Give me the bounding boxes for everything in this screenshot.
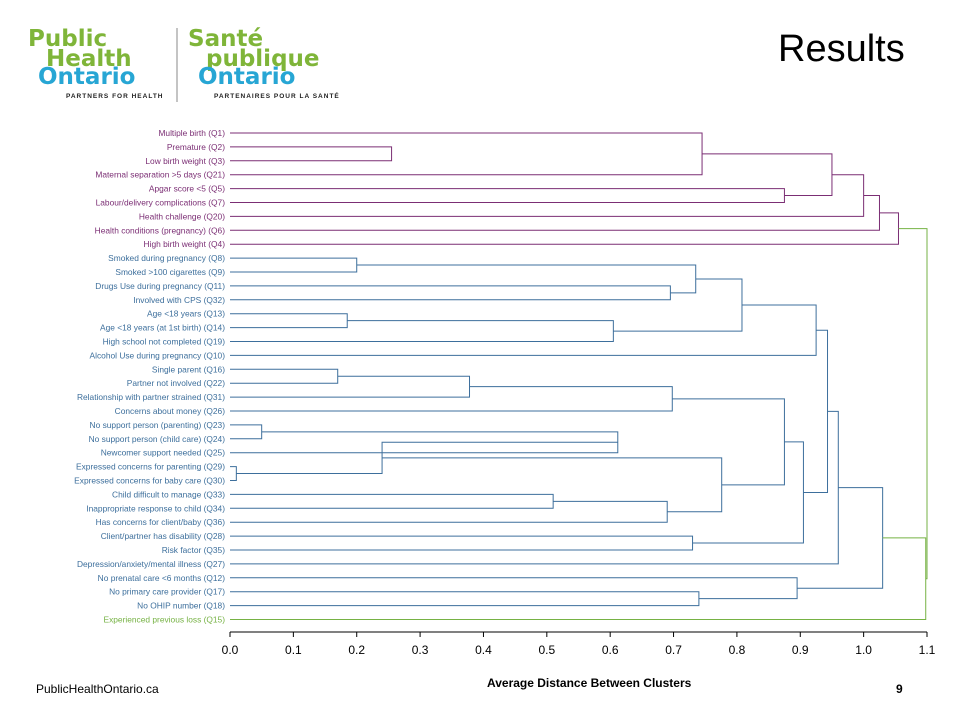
logo-fr-line2: publique <box>206 46 320 72</box>
leaf-label: Health challenge (Q20) <box>139 211 225 221</box>
leaf-label: Child difficult to manage (Q33) <box>112 489 225 499</box>
leaf-label: Alcohol Use during pregnancy (Q10) <box>90 350 226 360</box>
leaf-label: Inappropriate response to child (Q34) <box>86 503 225 513</box>
x-tick-label: 0.9 <box>792 643 809 657</box>
leaf-label: Has concerns for client/baby (Q36) <box>96 517 226 527</box>
x-tick-label: 0.0 <box>222 643 239 657</box>
dendrogram-link <box>230 285 671 301</box>
x-tick-label: 0.3 <box>412 643 429 657</box>
dendrogram-link <box>230 368 339 384</box>
leaf-label: No OHIP number (Q18) <box>137 601 225 611</box>
dendrogram-link <box>803 329 829 493</box>
x-tick-label: 1.0 <box>855 643 872 657</box>
leaf-label: Expressed concerns for baby care (Q30) <box>74 476 225 486</box>
leaf-label: Age <18 years (at 1st birth) (Q14) <box>100 323 225 333</box>
leaf-label: No primary care provider (Q17) <box>109 587 225 597</box>
leaf-label: Concerns about money (Q26) <box>115 406 226 416</box>
logo-fr-line1: Santé <box>188 26 264 52</box>
dendrogram-link <box>230 535 694 551</box>
leaf-label: Drugs Use during pregnancy (Q11) <box>95 281 225 291</box>
x-tick-label: 0.7 <box>665 643 682 657</box>
leaf-label: Low birth weight (Q3) <box>145 156 225 166</box>
leaf-label: Multiple birth (Q1) <box>158 128 225 138</box>
x-axis-title: Average Distance Between Clusters <box>487 676 692 690</box>
leaf-label: High birth weight (Q4) <box>144 239 226 249</box>
dendrogram-link <box>230 320 614 342</box>
x-tick-label: 0.5 <box>538 643 555 657</box>
page-title: Results <box>778 28 905 70</box>
dendrogram-link <box>230 212 899 245</box>
x-tick-label: 0.2 <box>348 643 365 657</box>
x-tick-label: 0.4 <box>475 643 492 657</box>
dendrogram-link <box>230 591 700 607</box>
public-health-ontario-logo: Public Health Ontario Santé publique Ont… <box>28 24 358 104</box>
footer-url: PublicHealthOntario.ca <box>36 682 159 696</box>
leaf-label: Depression/anxiety/mental illness (Q27) <box>77 559 225 569</box>
leaf-label: Partner not involved (Q22) <box>127 378 225 388</box>
leaf-label: Smoked during pregnancy (Q8) <box>108 253 225 263</box>
logo-fr-tagline: PARTENAIRES POUR LA SANTÉ <box>214 93 340 100</box>
leaf-label: No prenatal care <6 months (Q12) <box>98 573 226 583</box>
dendrogram-link <box>230 500 668 523</box>
leaf-label: Health conditions (pregnancy) (Q6) <box>95 225 226 235</box>
dendrogram-link <box>356 264 697 294</box>
x-tick-label: 0.1 <box>285 643 302 657</box>
dendrogram-link <box>702 153 833 197</box>
leaf-label: Labour/delivery complications (Q7) <box>96 198 226 208</box>
leaf-label: No support person (child care) (Q24) <box>89 434 226 444</box>
leaf-label: Premature (Q2) <box>167 142 225 152</box>
dendrogram-link <box>230 313 348 329</box>
leaf-label: Maternal separation >5 days (Q21) <box>95 170 225 180</box>
x-tick-label: 0.6 <box>602 643 619 657</box>
dendrogram-link <box>230 132 703 176</box>
logo-en-line2: Health <box>46 46 132 72</box>
logo-en-tagline: PARTNERS FOR HEALTH <box>66 93 164 100</box>
dendrogram-link <box>692 441 804 544</box>
leaf-label: Newcomer support needed (Q25) <box>101 448 226 458</box>
leaf-label: High school not completed (Q19) <box>103 337 226 347</box>
dendrogram-link <box>230 386 673 412</box>
dendrogram-link <box>230 493 554 509</box>
dendrogram-link <box>382 457 723 513</box>
leaf-label: Apgar score <5 (Q5) <box>149 184 225 194</box>
leaf-label: Risk factor (Q35) <box>162 545 226 555</box>
logo-fr-line3: Ontario <box>198 64 296 90</box>
leaf-label: Smoked >100 cigarettes (Q9) <box>115 267 225 277</box>
leaf-label: Relationship with partner strained (Q31) <box>77 392 225 402</box>
dendrogram-link <box>230 424 263 440</box>
x-tick-label: 0.8 <box>729 643 746 657</box>
dendrogram-link <box>230 304 817 356</box>
page-number: 9 <box>896 682 903 696</box>
leaf-label: Involved with CPS (Q32) <box>133 295 225 305</box>
leaf-label: Experienced previous loss (Q15) <box>104 615 226 625</box>
dendrogram-link <box>230 146 393 162</box>
logo-en-line3: Ontario <box>38 64 136 90</box>
dendrogram-link <box>230 410 839 565</box>
dendrogram-link <box>613 278 743 332</box>
leaf-label: Age <18 years (Q13) <box>147 309 225 319</box>
dendrogram-link <box>672 398 785 486</box>
logo-divider <box>176 28 178 102</box>
leaf-label: No support person (parenting) (Q23) <box>90 420 226 430</box>
dendrogram-link <box>898 228 928 580</box>
dendrogram-link <box>230 174 865 217</box>
leaf-label: Expressed concerns for parenting (Q29) <box>76 462 225 472</box>
dendrogram-link <box>230 375 471 398</box>
leaf-label: Client/partner has disability (Q28) <box>101 531 225 541</box>
x-tick-label: 1.1 <box>919 643 936 657</box>
dendrogram-link <box>230 466 237 481</box>
x-axis: 0.0 0.1 0.2 0.3 0.4 0.5 0.6 0.7 0.8 0.9 1.0 1.1 <box>222 631 936 657</box>
dendrogram-link <box>230 188 785 203</box>
dendrogram-link <box>797 487 884 589</box>
logo-en-line1: Public <box>28 26 108 52</box>
dendrogram-links <box>230 132 928 620</box>
leaf-label: Single parent (Q16) <box>152 364 225 374</box>
dendrogram-link <box>230 195 880 231</box>
leaf-labels: Multiple birth (Q1) Premature (Q2) Low bir… <box>74 128 225 625</box>
dendrogram-link <box>230 257 358 273</box>
dendrogram-link <box>230 577 798 600</box>
